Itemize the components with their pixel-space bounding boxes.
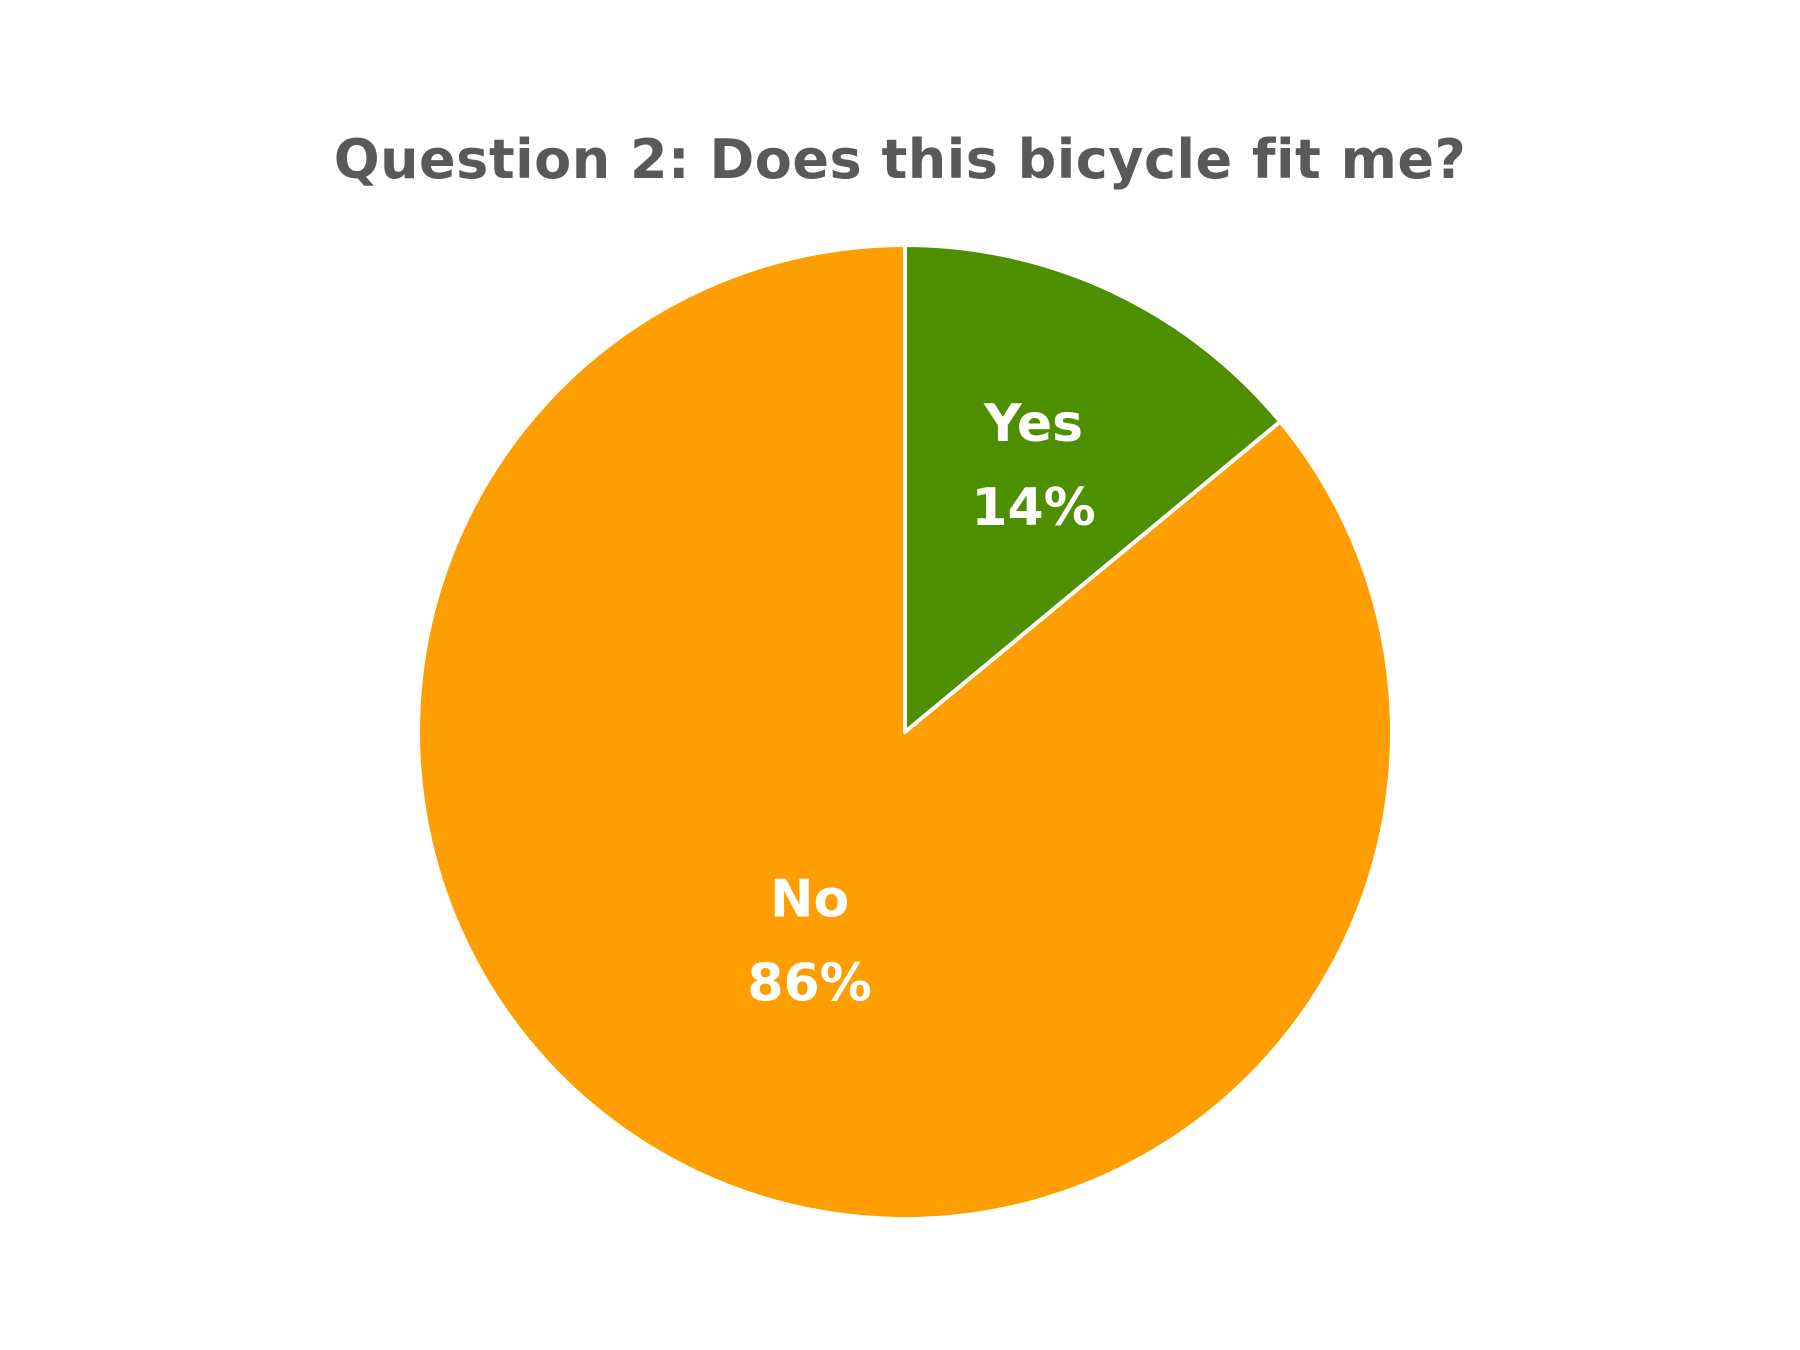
pie-slices bbox=[416, 243, 1394, 1221]
slice-label-no: No bbox=[770, 870, 849, 930]
pie-slice-yes bbox=[903, 243, 1283, 734]
chart-title: Question 2: Does this bicycle fit me? bbox=[333, 128, 1467, 191]
slice-label-yes: Yes bbox=[983, 394, 1083, 454]
pie-labels: Yes 14% No 86% bbox=[747, 394, 1095, 1014]
pie-slice-no bbox=[416, 243, 1394, 1221]
slice-percent-yes: 14% bbox=[971, 478, 1095, 538]
slice-percent-no: 86% bbox=[747, 954, 871, 1014]
